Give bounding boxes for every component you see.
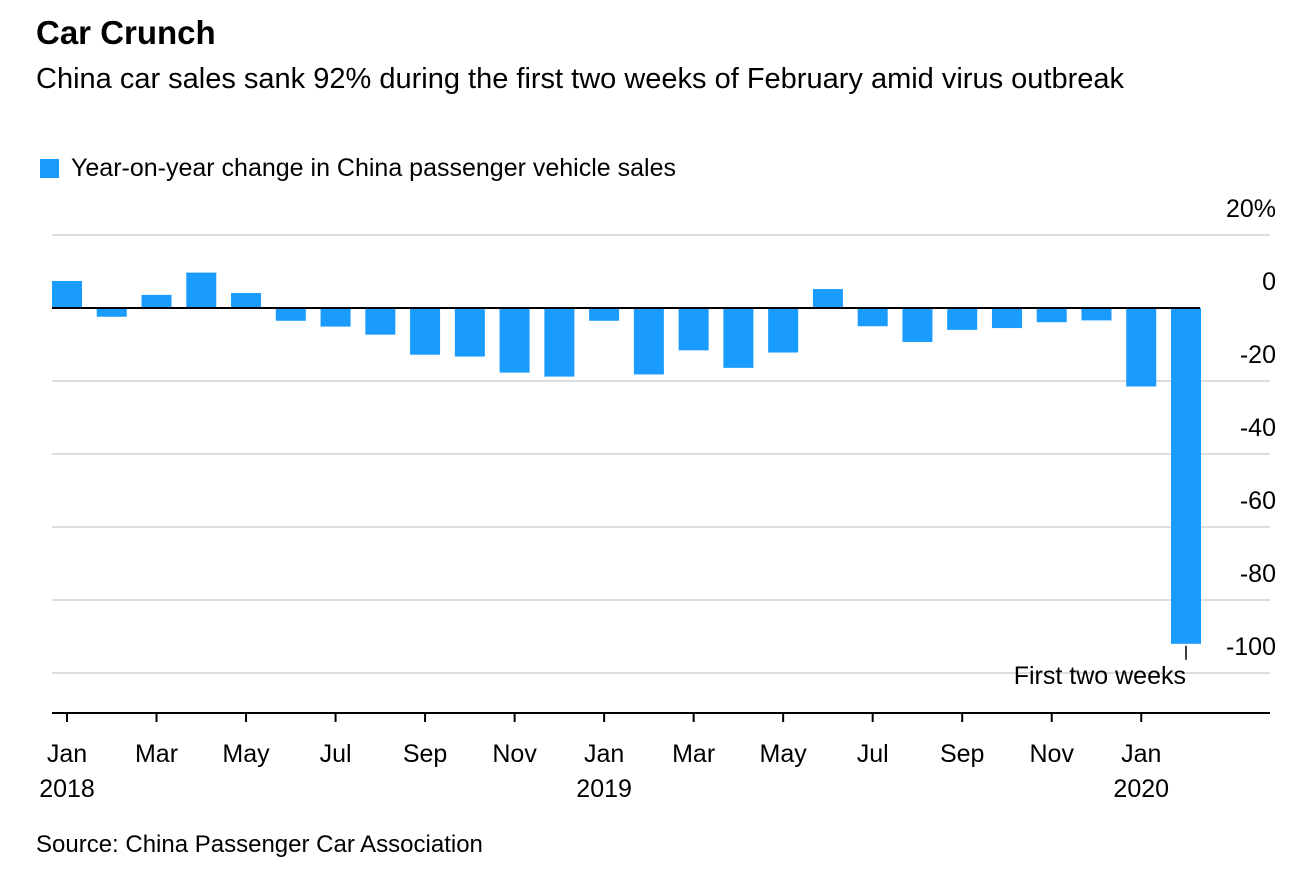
bar bbox=[857, 308, 888, 327]
bar bbox=[320, 308, 351, 327]
annotation-label: First two weeks bbox=[1014, 662, 1186, 690]
x-tick-label: Nov bbox=[1029, 740, 1074, 768]
y-tick-label: -40 bbox=[1240, 414, 1276, 442]
bar bbox=[723, 308, 754, 368]
bar bbox=[1036, 308, 1067, 323]
bar bbox=[1171, 308, 1201, 644]
bar bbox=[947, 308, 978, 330]
legend-swatch bbox=[40, 159, 59, 178]
bar bbox=[633, 308, 664, 375]
x-tick-label: Sep bbox=[940, 740, 984, 768]
chart-title: Car Crunch bbox=[36, 14, 216, 51]
bar bbox=[499, 308, 530, 373]
x-tick-label: Jan bbox=[584, 740, 624, 768]
x-tick-year-label: 2018 bbox=[39, 775, 95, 803]
y-tick-label: -80 bbox=[1240, 560, 1276, 588]
bar bbox=[52, 280, 82, 308]
bar bbox=[1126, 308, 1157, 387]
bar bbox=[589, 308, 620, 321]
x-tick-label: Jul bbox=[857, 740, 889, 768]
source-note: Source: China Passenger Car Association bbox=[36, 831, 483, 858]
bar bbox=[1081, 308, 1112, 321]
y-tick-label: 20% bbox=[1226, 195, 1276, 223]
y-tick-label: -20 bbox=[1240, 341, 1276, 369]
x-tick-label: May bbox=[222, 740, 270, 768]
x-tick-year-label: 2019 bbox=[576, 775, 632, 803]
y-tick-label: 0 bbox=[1262, 268, 1276, 296]
bar bbox=[96, 308, 127, 317]
bar bbox=[365, 308, 396, 335]
bar bbox=[768, 308, 799, 353]
bar bbox=[275, 308, 306, 321]
x-tick-year-label: 2020 bbox=[1113, 775, 1169, 803]
x-tick-label: Jan bbox=[47, 740, 87, 768]
bar bbox=[678, 308, 709, 351]
bar bbox=[186, 272, 217, 308]
legend: Year-on-year change in China passenger v… bbox=[40, 154, 676, 183]
bar bbox=[991, 308, 1022, 329]
bar bbox=[454, 308, 485, 357]
x-tick-label: Nov bbox=[492, 740, 537, 768]
legend-label: Year-on-year change in China passenger v… bbox=[71, 154, 677, 182]
x-tick-label: Mar bbox=[672, 740, 715, 768]
bar bbox=[812, 289, 843, 308]
bar bbox=[902, 308, 933, 342]
x-tick-label: May bbox=[760, 740, 808, 768]
chart-subtitle: China car sales sank 92% during the firs… bbox=[36, 63, 1124, 95]
bar bbox=[410, 308, 441, 355]
y-tick-label: -60 bbox=[1240, 487, 1276, 515]
x-tick-label: Jan bbox=[1121, 740, 1161, 768]
bar bbox=[231, 293, 262, 308]
bar bbox=[141, 294, 172, 308]
bar bbox=[544, 308, 575, 377]
x-tick-label: Sep bbox=[403, 740, 447, 768]
y-tick-label: -100 bbox=[1226, 633, 1276, 661]
x-tick-label: Jul bbox=[320, 740, 352, 768]
x-tick-label: Mar bbox=[135, 740, 178, 768]
